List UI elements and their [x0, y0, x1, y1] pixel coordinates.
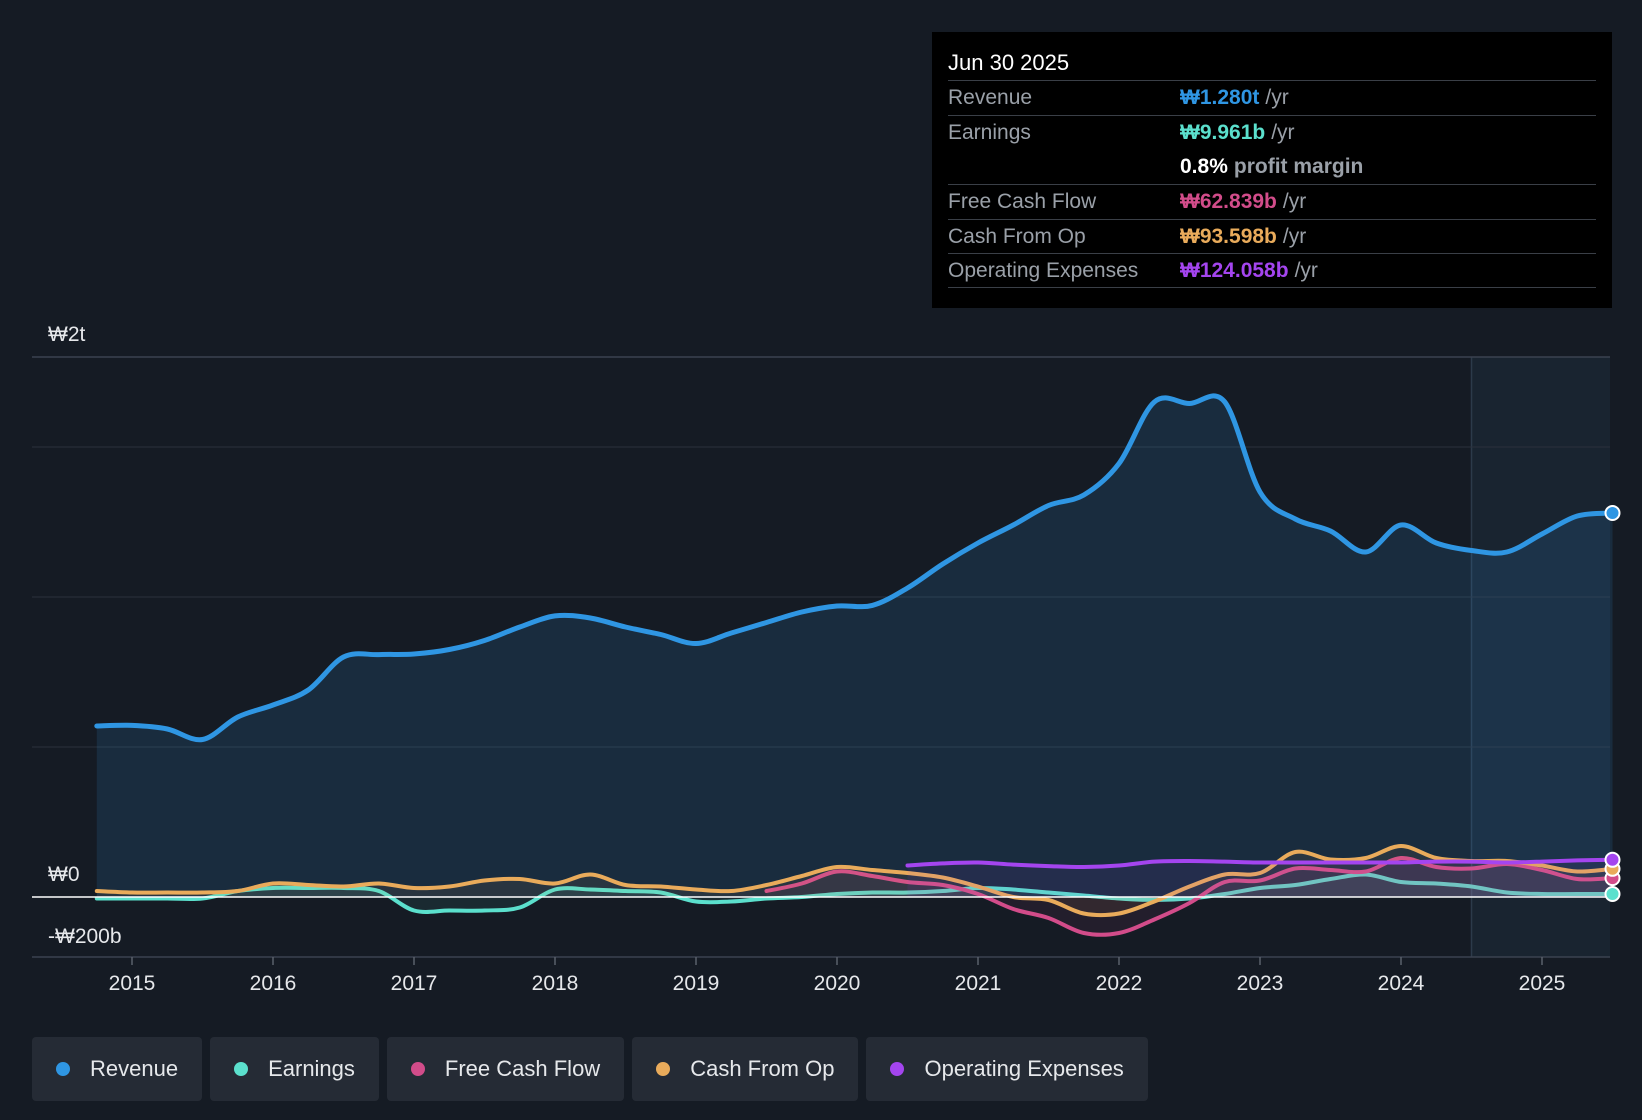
x-tick-label: 2020 — [814, 972, 861, 995]
tooltip-row-revenue: Revenue ₩1.280t /yr — [948, 81, 1596, 116]
x-tick-label: 2023 — [1237, 972, 1284, 995]
x-tick-label: 2019 — [673, 972, 720, 995]
series-line-revenue — [94, 393, 1615, 743]
tooltip-row-operating-expenses: Operating Expenses ₩124.058b /yr — [948, 254, 1596, 288]
series-layer — [32, 393, 1615, 937]
end-marker-earnings — [1604, 886, 1621, 902]
legend-label: Free Cash Flow — [444, 1056, 601, 1081]
tooltip-value: ₩124.058b — [1180, 259, 1289, 282]
x-tick-label: 2022 — [1096, 972, 1143, 995]
tooltip-value: ₩93.598b — [1180, 225, 1277, 248]
series-area-revenue — [96, 395, 1613, 897]
tooltip-unit: /yr — [1271, 121, 1295, 144]
y-axis-labels: ₩2t ₩0 -₩200b — [48, 323, 122, 948]
tooltip-unit: /yr — [1282, 190, 1307, 213]
end-marker-revenue — [1604, 505, 1621, 521]
tooltip-value: ₩9.961b — [1180, 121, 1266, 144]
legend-label: Earnings — [268, 1056, 355, 1081]
legend-dot-icon — [410, 1062, 425, 1076]
y-tick-label: ₩0 — [48, 863, 80, 886]
series-area-free-cash-flow — [766, 857, 1613, 935]
tooltip-label: Revenue — [948, 86, 1033, 109]
legend-label: Operating Expenses — [924, 1056, 1124, 1081]
forecast-band — [1471, 357, 1610, 957]
legend-item-earnings[interactable]: Earnings — [210, 1037, 379, 1101]
legend-item-revenue[interactable]: Revenue — [32, 1037, 203, 1101]
profit-margin-value: 0.8% — [1180, 155, 1228, 178]
tooltip-label: Earnings — [948, 121, 1031, 144]
legend-label: Revenue — [90, 1056, 179, 1081]
tooltip-unit: /yr — [1294, 259, 1318, 282]
legend-item-cash-from-op[interactable]: Cash From Op — [632, 1037, 859, 1101]
x-tick-label: 2025 — [1519, 972, 1566, 995]
series-line-free-cash-flow — [764, 855, 1615, 937]
series-line-operating-expenses — [905, 857, 1615, 870]
legend: Revenue Earnings Free Cash Flow Cash Fro… — [32, 1037, 1148, 1101]
tooltip-label: Cash From Op — [948, 225, 1086, 248]
x-tick-label: 2024 — [1378, 972, 1425, 995]
profit-margin-label: profit margin — [1233, 155, 1364, 178]
legend-label: Cash From Op — [690, 1056, 835, 1081]
end-markers — [1604, 505, 1621, 902]
tooltip-row-cash-from-op: Cash From Op ₩93.598b /yr — [948, 220, 1596, 254]
tooltip-panel: Jun 30 2025 Revenue ₩1.280t /yr Earnings… — [932, 32, 1612, 308]
legend-dot-icon — [656, 1062, 671, 1076]
x-tick-label: 2018 — [532, 972, 579, 995]
y-tick-label: -₩200b — [48, 925, 122, 948]
legend-dot-icon — [56, 1062, 70, 1076]
series-area-operating-expenses — [907, 859, 1613, 897]
x-tick-label: 2017 — [391, 972, 438, 995]
legend-item-free-cash-flow[interactable]: Free Cash Flow — [386, 1037, 625, 1101]
x-axis-labels: 2015 2016 2017 2018 2019 2020 2021 2022 2023 2024… — [109, 957, 1566, 995]
tooltip-row-earnings: Earnings ₩9.961b /yr — [948, 116, 1596, 150]
x-tick-label: 2016 — [250, 972, 297, 995]
tooltip-label: Operating Expenses — [948, 259, 1139, 282]
tooltip-row-profit-margin: 0.8% profit margin — [948, 150, 1596, 185]
tooltip-date: Jun 30 2025 — [948, 46, 1596, 81]
y-tick-label: ₩2t — [48, 323, 86, 346]
legend-dot-icon — [890, 1062, 905, 1076]
tooltip-value: ₩62.839b — [1180, 190, 1277, 213]
series-line-cash-from-op — [94, 844, 1615, 918]
tooltip-label: Free Cash Flow — [948, 190, 1097, 213]
tooltip-value: ₩1.280t — [1180, 86, 1260, 109]
tooltip-unit: /yr — [1282, 225, 1307, 248]
x-tick-label: 2021 — [955, 972, 1002, 995]
x-tick-label: 2015 — [109, 972, 156, 995]
tooltip-row-free-cash-flow: Free Cash Flow ₩62.839b /yr — [948, 185, 1596, 220]
legend-item-operating-expenses[interactable]: Operating Expenses — [866, 1037, 1148, 1101]
legend-dot-icon — [234, 1062, 249, 1076]
series-area-cash-from-op — [96, 846, 1613, 916]
end-marker-operating-expenses — [1604, 851, 1621, 868]
gridlines — [32, 356, 1610, 958]
tooltip-unit: /yr — [1265, 86, 1289, 109]
